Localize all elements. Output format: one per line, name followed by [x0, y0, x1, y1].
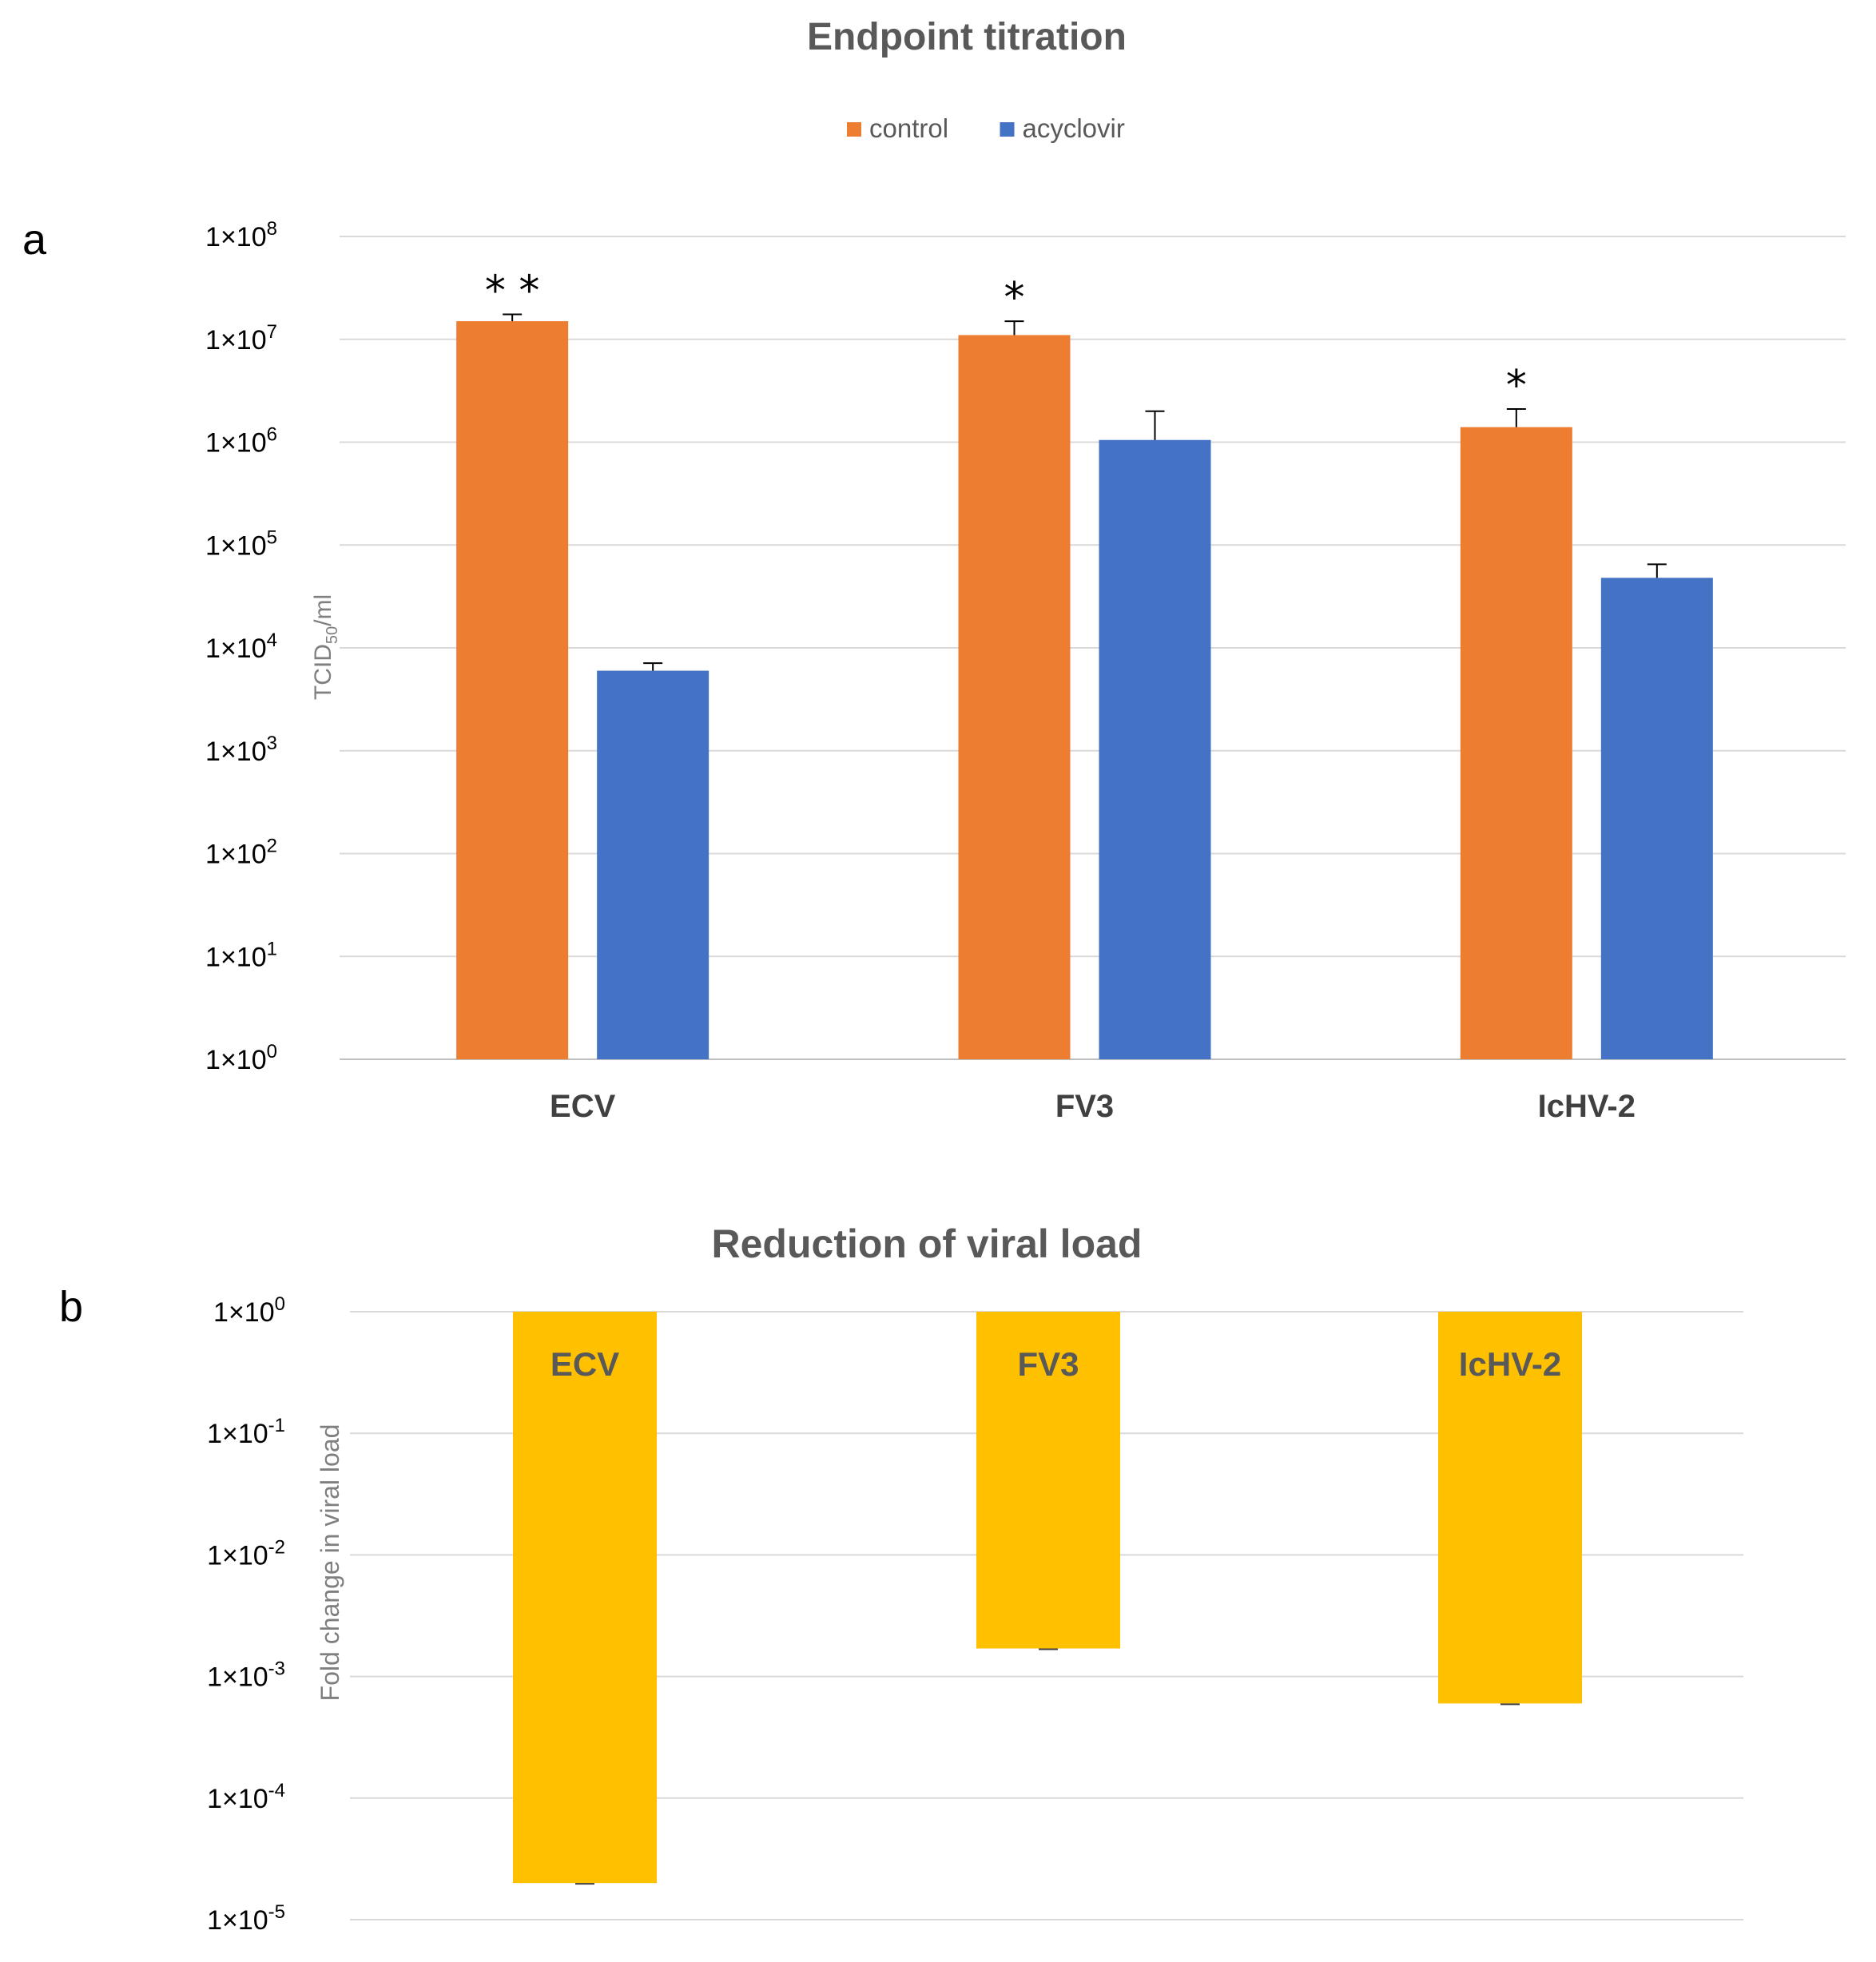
- y-tick-label: 1×106: [205, 424, 277, 459]
- y-tick-label: 1×10-5: [207, 1901, 285, 1936]
- panel-b-letter: b: [59, 1283, 83, 1331]
- bar-category-label: IcHV-2: [1459, 1345, 1561, 1383]
- y-tick-label: 1×107: [205, 321, 277, 355]
- grid-a: [340, 236, 1846, 1060]
- significance-marker: *: [1506, 362, 1527, 410]
- x-category-label: ECV: [550, 1089, 616, 1124]
- x-category-label: FV3: [1055, 1089, 1114, 1124]
- y-axis-b-ticks: 1×100 1×10-1 1×10-2 1×10-3 1×10-4 1×10-5: [207, 1293, 285, 1936]
- y-tick-label: 1×101: [205, 938, 277, 972]
- legend-label-control: control: [869, 113, 948, 143]
- panel-a-letter: a: [22, 216, 47, 264]
- bar-control-IcHV-2: [1460, 427, 1572, 1059]
- bars-a: * * * *: [456, 267, 1713, 1060]
- y-axis-b-title: Fold change in viral load: [316, 1424, 344, 1702]
- legend-swatch-acyclovir: [1000, 122, 1015, 137]
- y-tick-label: 1×10-3: [207, 1658, 285, 1693]
- y-tick-label: 1×100: [213, 1293, 285, 1328]
- y-tick-label: 1×10-4: [207, 1780, 285, 1814]
- legend-swatch-control: [847, 122, 861, 137]
- panel-a-chart: Endpoint titration a control acyclovir 1×…: [22, 16, 1846, 1124]
- bar-category-label: ECV: [550, 1345, 619, 1383]
- y-tick-label: 1×102: [205, 836, 277, 870]
- bar-category-label: FV3: [1017, 1345, 1079, 1383]
- bar-fold-change-ECV: [513, 1312, 657, 1884]
- chart-a-title: Endpoint titration: [807, 16, 1127, 58]
- x-category-label: IcHV-2: [1538, 1089, 1636, 1124]
- bar-fold-change-FV3: [976, 1312, 1120, 1649]
- y-tick-label: 1×10-1: [207, 1415, 285, 1449]
- legend-label-acyclovir: acyclovir: [1023, 113, 1125, 143]
- y-axis-a-title: TCID50/ml: [310, 594, 341, 700]
- bar-control-ECV: [456, 321, 569, 1059]
- x-axis-a-labels: ECV FV3 IcHV-2: [550, 1089, 1636, 1124]
- bar-acyclovir-ECV: [597, 670, 709, 1059]
- chart-b-title: Reduction of viral load: [712, 1221, 1143, 1266]
- legend: control acyclovir: [847, 113, 1125, 143]
- y-tick-label: 1×104: [205, 630, 277, 664]
- bar-fold-change-IcHV-2: [1438, 1312, 1582, 1704]
- y-axis-a-ticks: 1×100 1×101 1×102 1×103 1×104 1×105 1×106 1×107…: [205, 218, 277, 1075]
- y-tick-label: 1×108: [205, 218, 277, 252]
- y-tick-label: 1×100: [205, 1041, 277, 1075]
- significance-marker: * *: [485, 267, 540, 315]
- y-tick-label: 1×10-2: [207, 1536, 285, 1571]
- bar-acyclovir-FV3: [1099, 439, 1211, 1059]
- panel-b-chart: Reduction of viral load b 1×1001×10-11×1…: [59, 1221, 1743, 1936]
- bar-acyclovir-IcHV-2: [1600, 578, 1713, 1059]
- bar-control-FV3: [958, 335, 1071, 1060]
- bars-b: ECV FV3 IcHV-2: [513, 1312, 1582, 1885]
- y-tick-label: 1×103: [205, 733, 277, 767]
- significance-marker: *: [1004, 274, 1025, 322]
- y-tick-label: 1×105: [205, 526, 277, 561]
